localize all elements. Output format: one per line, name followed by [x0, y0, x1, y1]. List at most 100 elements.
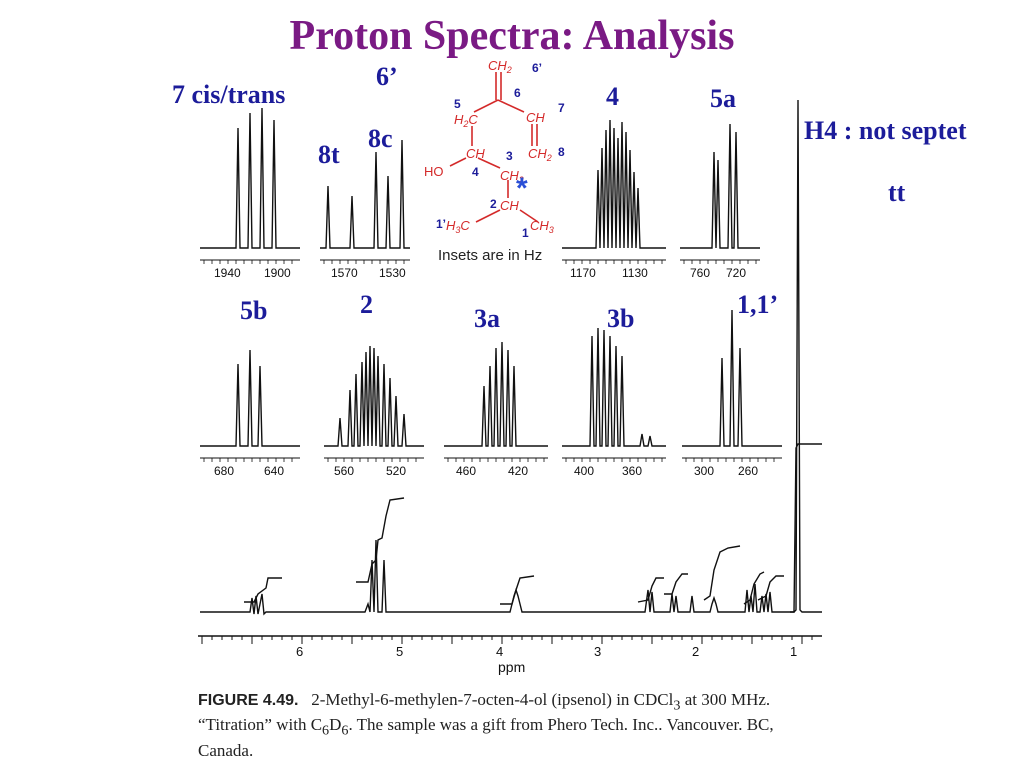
main-axis-ticks — [201, 636, 813, 644]
label-1-1-prime: 1,1’ — [737, 290, 779, 319]
atom-ch3-1: CH3 — [530, 218, 554, 235]
integral-1 — [244, 577, 282, 603]
main-tick-label: 2 — [692, 644, 699, 659]
inset-tick-label: 720 — [726, 266, 746, 280]
atom-ch2-6prime: CH2 — [488, 58, 512, 75]
label-2: 2 — [360, 290, 373, 319]
integral-6 — [703, 545, 741, 601]
inset-tick-label: 460 — [456, 464, 476, 478]
inset-tick-label: 520 — [386, 464, 406, 478]
num-1: 1 — [522, 226, 529, 240]
main-axis-tick-labels: 6 5 4 3 2 1 — [296, 644, 797, 659]
ipsenol-structure — [449, 72, 539, 223]
label-5a: 5a — [710, 84, 736, 113]
inset-tick-label: 640 — [264, 464, 284, 478]
inset-tick-label: 1940 — [214, 266, 241, 280]
label-3b: 3b — [607, 304, 635, 333]
inset-tick-label: 1170 — [570, 266, 596, 280]
atom-ch-4: CH — [466, 146, 485, 161]
inset-tick-label: 1570 — [331, 266, 358, 280]
note-h4-not-septet: H4 : not septet — [804, 116, 967, 145]
caption-text-6: Canada. — [198, 740, 254, 760]
inset-i5a: 760 720 — [680, 123, 760, 280]
inset-trace-i3a — [444, 341, 548, 447]
main-tick-label: 6 — [296, 644, 303, 659]
inset-i3a: 460 420 — [444, 341, 548, 478]
atom-ch2-3: CH2 — [500, 168, 524, 185]
atom-ch-2: CH — [500, 198, 519, 213]
main-tick-label: 1 — [790, 644, 797, 659]
inset-trace-i5a — [680, 123, 760, 249]
integral-5 — [664, 573, 688, 595]
inset-tick-label: 400 — [574, 464, 594, 478]
chiral-star: * — [516, 172, 528, 205]
inset-i5b: 680 640 — [200, 349, 300, 478]
inset-tick-label: 1530 — [379, 266, 406, 280]
inset-tick-label: 260 — [738, 464, 758, 478]
inset-i7: 1940 1900 — [200, 107, 300, 280]
label-8t: 8t — [318, 140, 340, 169]
num-2: 2 — [490, 197, 497, 211]
note-tt: tt — [888, 178, 906, 207]
inset-tick-label: 680 — [214, 464, 234, 478]
structure-atoms: CH2 H2C CH CH CH2 HO CH2 CH H3C CH3 — [424, 58, 554, 235]
inset-trace-i2 — [324, 345, 424, 447]
caption-text-3: “Titration” with C — [198, 715, 323, 735]
inset-trace-i3b — [562, 327, 666, 447]
inset-tick-label: 1130 — [622, 266, 648, 280]
inset-trace-i7 — [200, 107, 300, 249]
caption-text-4: D — [329, 715, 342, 735]
integral-7 — [743, 571, 765, 605]
caption-text-2: at 300 MHz. — [680, 690, 771, 709]
inset-i3b: 400 360 — [562, 327, 666, 478]
inset-i4: 1170 1130 — [562, 119, 666, 280]
atom-h2c-5: H2C — [454, 112, 478, 129]
inset-tick-label: 420 — [508, 464, 528, 478]
main-x-label: ppm — [498, 659, 525, 675]
integral-3 — [500, 575, 535, 605]
page-title: Proton Spectra: Analysis — [289, 13, 735, 59]
caption-sub-6b: 6 — [341, 722, 349, 739]
atom-ch2-8: CH2 — [528, 146, 552, 163]
caption-sub-3: 3 — [673, 697, 681, 714]
integral-8 — [757, 575, 784, 601]
inset-tick-label: 360 — [622, 464, 642, 478]
inset-tick-label: 1900 — [264, 266, 291, 280]
num-6prime: 6’ — [532, 61, 542, 75]
num-7: 7 — [558, 101, 565, 115]
atom-h3c-1prime: H3C — [446, 218, 470, 235]
integral-9 — [790, 443, 822, 613]
caption-figure-number: FIGURE 4.49. — [198, 692, 299, 709]
insets-note: Insets are in Hz — [438, 247, 542, 264]
inset-trace-i11 — [682, 309, 782, 447]
inset-i8: 1570 1530 — [320, 139, 410, 280]
figure-caption: FIGURE 4.49. 2-Methyl-6-methylen-7-octen… — [198, 690, 998, 761]
main-baseline — [200, 99, 822, 616]
integral-2 — [356, 497, 405, 583]
num-8: 8 — [558, 145, 565, 159]
main-tick-label: 5 — [396, 644, 403, 659]
main-tick-label: 4 — [496, 644, 503, 659]
label-4: 4 — [606, 82, 619, 111]
inset-tick-label: 760 — [690, 266, 710, 280]
num-6: 6 — [514, 86, 521, 100]
caption-sub-6a: 6 — [322, 722, 330, 739]
caption-text-1: 2-Methyl-6-methylen-7-octen-4-ol (ipseno… — [311, 690, 674, 709]
caption-text-5: . The sample was a gift from Phero Tech.… — [348, 715, 774, 735]
num-3: 3 — [506, 149, 513, 163]
num-4: 4 — [472, 165, 479, 179]
atom-ch-7: CH — [526, 110, 545, 125]
inset-tick-label: 300 — [694, 464, 714, 478]
label-8c: 8c — [368, 124, 393, 153]
inset-i11: 300 260 — [682, 309, 782, 478]
main-tick-label: 3 — [594, 644, 601, 659]
integral-4 — [637, 577, 664, 603]
label-7-cis-trans: 7 cis/trans — [172, 80, 286, 109]
label-6-prime: 6’ — [376, 62, 398, 91]
inset-trace-i4 — [562, 119, 666, 249]
label-5b: 5b — [240, 296, 268, 325]
atom-ho: HO — [424, 164, 444, 179]
inset-trace-i5b — [200, 349, 300, 447]
